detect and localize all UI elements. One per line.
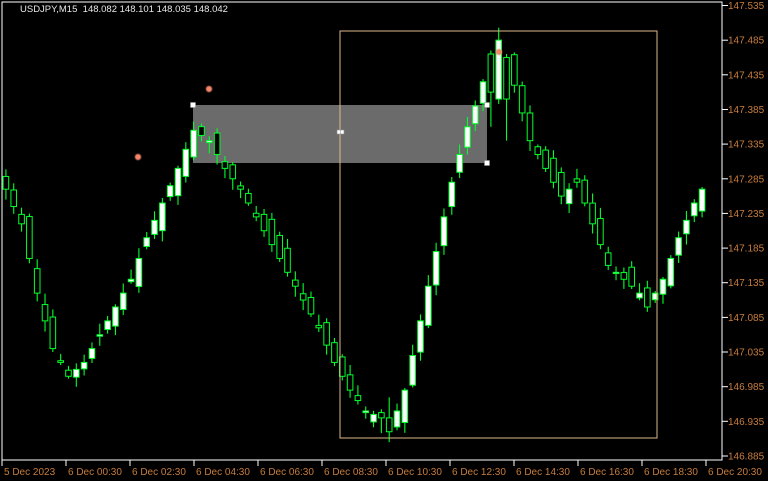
svg-text:147.335: 147.335 (728, 140, 765, 151)
svg-text:6 Dec 08:30: 6 Dec 08:30 (324, 467, 378, 478)
svg-text:147.385: 147.385 (728, 105, 765, 116)
svg-text:147.535: 147.535 (728, 1, 765, 12)
svg-text:147.435: 147.435 (728, 70, 765, 81)
svg-text:6 Dec 16:30: 6 Dec 16:30 (580, 467, 634, 478)
svg-text:6 Dec 18:30: 6 Dec 18:30 (644, 467, 698, 478)
svg-text:147.185: 147.185 (728, 244, 765, 255)
svg-text:6 Dec 14:30: 6 Dec 14:30 (516, 467, 570, 478)
svg-text:147.485: 147.485 (728, 36, 765, 47)
svg-text:6 Dec 12:30: 6 Dec 12:30 (452, 467, 506, 478)
svg-text:6 Dec 06:30: 6 Dec 06:30 (260, 467, 314, 478)
svg-text:6 Dec 02:30: 6 Dec 02:30 (132, 467, 186, 478)
svg-text:146.885: 146.885 (728, 452, 765, 463)
svg-text:5 Dec 2023: 5 Dec 2023 (4, 467, 56, 478)
svg-text:146.985: 146.985 (728, 382, 765, 393)
svg-text:147.035: 147.035 (728, 348, 765, 359)
svg-text:6 Dec 10:30: 6 Dec 10:30 (388, 467, 442, 478)
svg-text:147.085: 147.085 (728, 313, 765, 324)
svg-text:146.935: 146.935 (728, 417, 765, 428)
svg-text:147.285: 147.285 (728, 174, 765, 185)
svg-text:147.235: 147.235 (728, 209, 765, 220)
svg-text:147.135: 147.135 (728, 278, 765, 289)
svg-text:6 Dec 04:30: 6 Dec 04:30 (196, 467, 250, 478)
svg-text:6 Dec 20:30: 6 Dec 20:30 (708, 467, 762, 478)
svg-text:6 Dec 00:30: 6 Dec 00:30 (68, 467, 122, 478)
